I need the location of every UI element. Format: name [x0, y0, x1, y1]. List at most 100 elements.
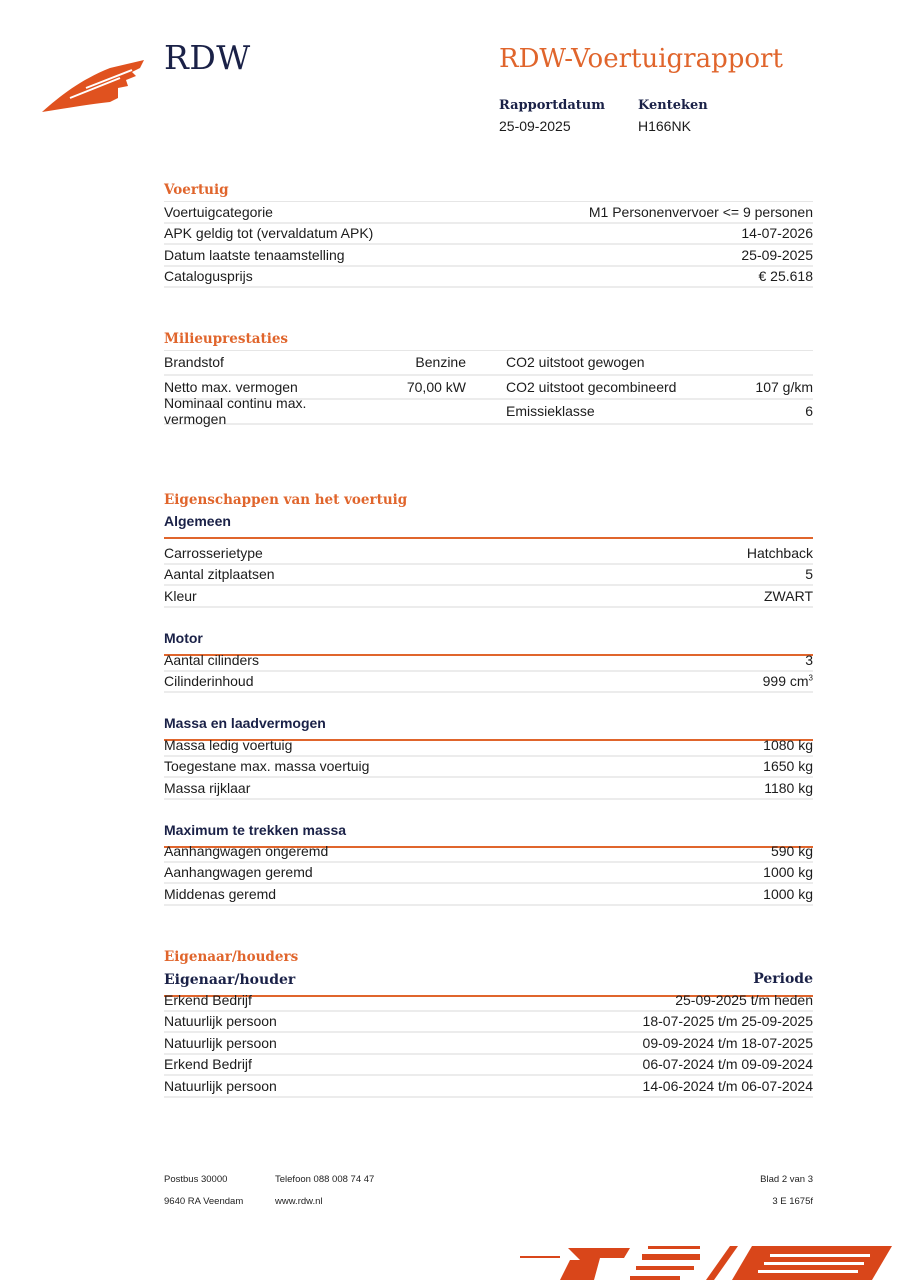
footer-code: 3 E 1675f [772, 1196, 813, 1207]
row-value-text: Hatchback [746, 544, 813, 561]
row-label: APK geldig tot (vervaldatum APK) [164, 225, 374, 242]
report-date-label: Rapportdatum [499, 98, 605, 113]
row-label: Kleur [164, 587, 197, 604]
row-value-text: 999 cm [762, 673, 809, 690]
row-label: Natuurlijk persoon [164, 1077, 277, 1094]
cell-l1: Netto max. vermogen [164, 378, 298, 395]
section-title-eigenaar: Eigenaar/houders [164, 949, 299, 965]
row-value: 3 [805, 652, 813, 668]
row-value: 999 cm3 [763, 673, 813, 689]
brand-name: RDW [164, 38, 251, 77]
row-value-sup: 3 [808, 673, 813, 683]
cell-l1: Nominaal continu max. vermogen [164, 395, 307, 428]
row-value-text: 1080 kg [763, 736, 813, 753]
row-value: 25-09-2025 [741, 247, 813, 263]
owner-table-header: Eigenaar/houder Periode [164, 971, 813, 997]
row-label: Catalogusprijs [164, 268, 253, 285]
kv-table: Massa ledig voertuig 1080 kg Toegestane ma… [164, 735, 813, 800]
table-row: Nominaal continu max. vermogen Emissiekla… [164, 395, 813, 427]
row-value-text: 590 kg [770, 842, 813, 859]
row-value-text: 14-06-2024 t/m 06-07-2024 [642, 1077, 813, 1094]
cell-v1: Benzine [415, 354, 466, 371]
row-value: 18-07-2025 t/m 25-09-2025 [643, 1013, 813, 1029]
row-label: Massa ledig voertuig [164, 736, 293, 753]
section-title-eigenschappen: Eigenschappen van het voertuig [164, 492, 408, 508]
row-value-text: 1650 kg [763, 758, 813, 775]
table-row: Brandstof Benzine CO2 uitstoot gewogen [164, 351, 813, 376]
table-row: Catalogusprijs € 25.618 [164, 267, 814, 288]
cell-l2: CO2 uitstoot gewogen [506, 354, 645, 371]
table-row: Toegestane max. massa voertuig 1650 kg [164, 757, 813, 778]
milieu-table: Brandstof Benzine CO2 uitstoot gewogen Nett… [164, 350, 813, 427]
row-value-text: 25-09-2025 [741, 246, 813, 263]
row-value-text: ZWART [764, 587, 813, 604]
row-value: 25-09-2025 t/m heden [675, 992, 813, 1008]
row-value-text: € 25.618 [758, 268, 814, 285]
row-value: € 25.618 [759, 268, 814, 284]
row-label: Carrosserietype [164, 544, 263, 561]
row-label: Aanhangwagen ongeremd [164, 842, 329, 859]
row-label: Aantal zitplaatsen [164, 566, 275, 583]
row-label: Natuurlijk persoon [164, 1013, 277, 1030]
row-value: 590 kg [771, 843, 813, 859]
plate-label: Kenteken [638, 98, 708, 113]
footer-postbus: Postbus 30000 [164, 1174, 228, 1185]
group-title: Maximum te trekken massa [164, 822, 813, 848]
kv-table: Carrosserietype Hatchback Aantal zitplaats… [164, 543, 813, 608]
report-title: RDW-Voertuigrapport [499, 44, 783, 74]
plate: H166NK [638, 118, 691, 134]
report-date: 25-09-2025 [499, 118, 571, 134]
table-row: Aantal cilinders 3 [164, 650, 813, 672]
col-owner: Eigenaar/houder [164, 972, 296, 988]
row-value: M1 Personenvervoer <= 9 personen [589, 204, 813, 220]
table-row: Datum laatste tenaamstelling 25-09-2025 [164, 245, 813, 267]
table-row: Voertuigcategorie M1 Personenvervoer <= 9… [164, 202, 813, 224]
row-value-text: 1000 kg [763, 864, 813, 881]
table-row: Kleur ZWART [164, 586, 813, 608]
cell-l2: CO2 uitstoot gecombineerd [506, 378, 677, 395]
col-period: Periode [753, 971, 813, 987]
table-row: Aanhangwagen ongeremd 590 kg [164, 841, 813, 863]
rdw-logo-feather-icon [42, 60, 144, 112]
section-title-voertuig: Voertuig [164, 182, 229, 198]
row-label: Middenas geremd [164, 885, 277, 902]
row-value-text: 06-07-2024 t/m 09-09-2024 [642, 1056, 813, 1073]
table-row: Erkend Bedrijf 06-07-2024 t/m 09-09-2024 [164, 1055, 813, 1076]
kv-table: Voertuigcategorie M1 Personenvervoer <= 9… [164, 201, 813, 288]
row-label: Cilinderinhoud [164, 673, 254, 690]
group-title: Motor [164, 630, 813, 656]
row-label: Voertuigcategorie [164, 203, 273, 220]
table-row: Middenas geremd 1000 kg [164, 884, 813, 906]
row-value: 1180 kg [764, 780, 813, 796]
row-value: 06-07-2024 t/m 09-09-2024 [643, 1056, 813, 1072]
footer-phone: Telefoon 088 008 74 47 [275, 1174, 375, 1185]
row-label: Datum laatste tenaamstelling [164, 246, 345, 263]
row-label: Natuurlijk persoon [164, 1034, 277, 1051]
cell-v2: 107 g/km [755, 378, 813, 395]
row-value: Hatchback [747, 545, 813, 561]
table-row: Massa ledig voertuig 1080 kg [164, 735, 813, 757]
table-row: Erkend Bedrijf 25-09-2025 t/m heden [164, 990, 813, 1012]
footer-city: 9640 RA Veendam [164, 1196, 244, 1207]
table-row: Massa rijklaar 1180 kg [164, 778, 813, 800]
row-label: Aanhangwagen geremd [164, 864, 313, 881]
table-row: Netto max. vermogen 70,00 kW CO2 uitstoot … [164, 376, 813, 400]
row-label: Erkend Bedrijf [164, 1056, 252, 1073]
cell-l1: Brandstof [164, 354, 224, 371]
table-row: APK geldig tot (vervaldatum APK) 14-07-20… [164, 224, 813, 245]
row-value: 1650 kg [763, 758, 813, 774]
table-row: Natuurlijk persoon 18-07-2025 t/m 25-09-2… [164, 1012, 813, 1033]
cell-v1: 70,00 kW [406, 378, 466, 395]
row-label: Aantal cilinders [164, 651, 259, 668]
row-value-text: M1 Personenvervoer <= 9 personen [588, 203, 813, 220]
row-value: 1000 kg [763, 886, 813, 902]
row-value: 5 [805, 566, 813, 582]
kv-table: Aantal cilinders 3 Cilinderinhoud 999 cm3 [164, 650, 813, 693]
row-value-text: 5 [805, 566, 813, 583]
row-value-text: 09-09-2024 t/m 18-07-2025 [642, 1034, 813, 1051]
group-title: Massa en laadvermogen [164, 715, 813, 741]
cell-l2: Emissieklasse [506, 403, 595, 420]
row-value: ZWART [764, 588, 813, 604]
footer-web[interactable]: www.rdw.nl [275, 1196, 323, 1207]
table-row: Natuurlijk persoon 14-06-2024 t/m 06-07-2… [164, 1076, 813, 1098]
